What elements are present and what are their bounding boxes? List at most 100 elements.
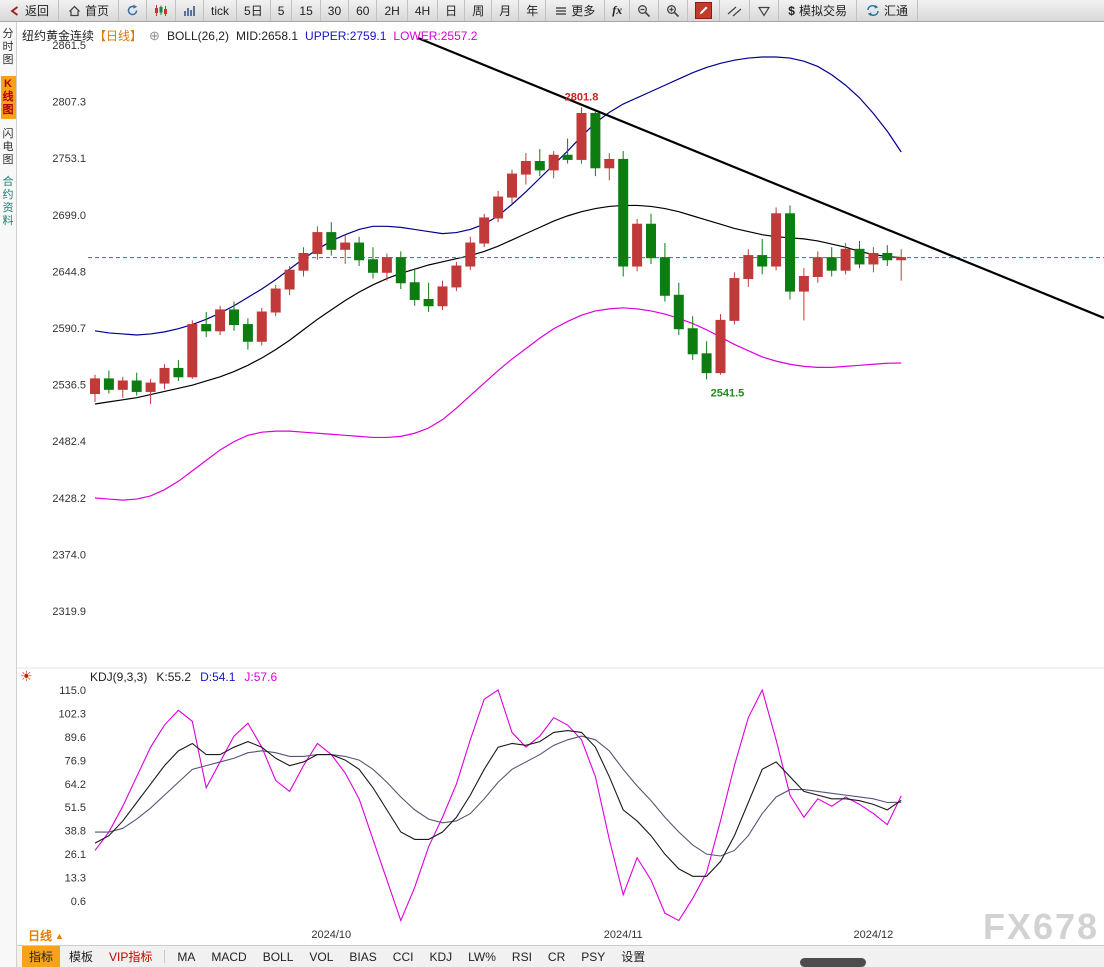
period-tag: 【日线】 [94, 29, 143, 43]
home-button[interactable]: 首页 [59, 0, 120, 21]
svg-text:2374.0: 2374.0 [52, 549, 86, 561]
tab-kdj[interactable]: KDJ [429, 949, 453, 964]
pencil-icon [695, 2, 713, 19]
tab-separator [164, 950, 166, 963]
svg-text:115.0: 115.0 [59, 685, 86, 697]
kdj-label: KDJ(9,3,3) [90, 670, 148, 684]
svg-text:13.3: 13.3 [65, 873, 86, 885]
channel-tool-button[interactable] [720, 0, 751, 21]
period-2h-button[interactable]: 2H [377, 0, 408, 21]
fx-formula-button[interactable]: fx [605, 0, 631, 21]
tab-cr[interactable]: CR [547, 949, 566, 964]
tab-templates[interactable]: 模板 [69, 950, 94, 964]
chart-type-sidebar: 分时图 K线图 闪电图 合约资料 [0, 22, 17, 967]
period-5d-button[interactable]: 5日 [237, 0, 271, 21]
indicator-settings-icon[interactable]: ☀ [20, 668, 33, 684]
tick-period-button[interactable]: tick [204, 0, 238, 21]
tab-vip-indicators[interactable]: VIP指标 [109, 950, 153, 964]
tick-chart-icon [184, 6, 195, 16]
svg-text:2024/10: 2024/10 [311, 929, 351, 941]
sim-trading-button[interactable]: $ 模拟交易 [779, 0, 857, 21]
tab-macd[interactable]: MACD [211, 949, 247, 964]
tab-indicators[interactable]: 指标 [22, 946, 61, 967]
back-arrow-icon [10, 5, 19, 16]
triangle-down-icon [758, 6, 771, 17]
svg-text:0.6: 0.6 [71, 896, 86, 908]
svg-text:89.6: 89.6 [65, 732, 86, 744]
hamburger-icon [556, 6, 567, 15]
fx678-watermark: FX678 [983, 906, 1100, 947]
zoom-in-icon [667, 4, 680, 17]
tab-cci[interactable]: CCI [392, 949, 414, 964]
symbol-name: 纽约黄金连续 [22, 29, 95, 43]
svg-text:2861.5: 2861.5 [52, 40, 86, 52]
home-icon [69, 5, 80, 16]
period-4h-button[interactable]: 4H [408, 0, 439, 21]
svg-text:2801.8: 2801.8 [565, 91, 599, 103]
scrollbar-thumb[interactable] [800, 958, 866, 967]
back-label: 返回 [25, 4, 50, 18]
refresh-button[interactable] [119, 0, 148, 21]
svg-text:38.8: 38.8 [65, 826, 86, 838]
svg-text:2807.3: 2807.3 [52, 97, 86, 109]
zoom-out-button[interactable] [630, 0, 660, 21]
main-chart-header: 纽约黄金连续 【日线】 ⊕ BOLL(26,2) MID:2658.1 UPPER… [22, 27, 477, 44]
tab-bias[interactable]: BIAS [349, 949, 377, 964]
boll-label: BOLL(26,2) [166, 28, 229, 43]
tab-ma[interactable]: MA [177, 949, 196, 964]
sync-arrows-icon [867, 5, 879, 16]
period-week-button[interactable]: 周 [465, 0, 493, 21]
indicator-tab-bar: 指标 模板 VIP指标 MA MACD BOLL VOL BIAS CCI KD… [17, 945, 1104, 967]
tick-chart-button[interactable] [176, 0, 205, 21]
period-month-button[interactable]: 月 [492, 0, 520, 21]
period-15-button[interactable]: 15 [292, 0, 321, 21]
sidebar-item-lightning-chart[interactable]: 闪电图 [2, 128, 14, 166]
svg-text:2590.7: 2590.7 [52, 323, 86, 335]
period-year-button[interactable]: 年 [519, 0, 547, 21]
chevron-up-icon: ▲ [55, 930, 64, 941]
svg-text:2536.5: 2536.5 [52, 380, 86, 392]
svg-text:102.3: 102.3 [58, 708, 86, 720]
period-30-button[interactable]: 30 [321, 0, 350, 21]
svg-text:2753.1: 2753.1 [52, 153, 86, 165]
kline-chart-button[interactable] [147, 0, 177, 21]
tab-psy[interactable]: PSY [581, 949, 606, 964]
huitong-button[interactable]: 汇通 [857, 0, 918, 21]
channel-tool-icon [727, 6, 742, 16]
tab-settings[interactable]: 设置 [621, 950, 646, 964]
svg-text:64.2: 64.2 [65, 779, 86, 791]
tab-lw[interactable]: LW% [468, 949, 496, 964]
period-60-button[interactable]: 60 [349, 0, 378, 21]
tab-vol[interactable]: VOL [309, 949, 334, 964]
svg-text:76.9: 76.9 [65, 755, 86, 767]
tab-boll[interactable]: BOLL [262, 949, 294, 964]
zoom-in-button[interactable] [659, 0, 689, 21]
toolbar: 返回 首页 tick 5日 5 15 30 60 2H 4H 日 周 月 年 更… [0, 0, 1104, 22]
svg-text:2428.2: 2428.2 [52, 493, 86, 505]
svg-text:2024/11: 2024/11 [604, 929, 643, 941]
sidebar-item-time-chart[interactable]: 分时图 [2, 28, 14, 66]
kdj-header: KDJ(9,3,3) K:55.2 D:54.1 J:57.6 [90, 670, 277, 684]
triangle-tool-button[interactable] [750, 0, 780, 21]
home-label: 首页 [85, 4, 110, 18]
boll-lower-value: LOWER:2557.2 [393, 28, 478, 43]
kline-chart-icon [155, 5, 168, 16]
tab-rsi[interactable]: RSI [511, 949, 532, 964]
back-button[interactable]: 返回 [0, 0, 60, 21]
sidebar-item-contract-info[interactable]: 合约资料 [2, 176, 14, 227]
more-button[interactable]: 更多 [546, 0, 606, 21]
sidebar-item-kline-chart[interactable]: K线图 [0, 76, 16, 119]
svg-text:51.5: 51.5 [65, 802, 86, 814]
period-selector[interactable]: 日线 ▲ [28, 929, 64, 943]
boll-upper-value: UPPER:2759.1 [305, 28, 387, 43]
svg-text:2024/12: 2024/12 [854, 929, 894, 941]
period-day-button[interactable]: 日 [438, 0, 466, 21]
dollar-icon: $ [788, 3, 795, 18]
svg-text:2482.4: 2482.4 [52, 436, 86, 448]
svg-text:2319.9: 2319.9 [52, 606, 86, 618]
draw-pencil-button[interactable] [688, 0, 721, 21]
period-5-button[interactable]: 5 [271, 0, 293, 21]
add-indicator-icon[interactable]: ⊕ [149, 27, 160, 43]
svg-text:2541.5: 2541.5 [711, 387, 745, 399]
